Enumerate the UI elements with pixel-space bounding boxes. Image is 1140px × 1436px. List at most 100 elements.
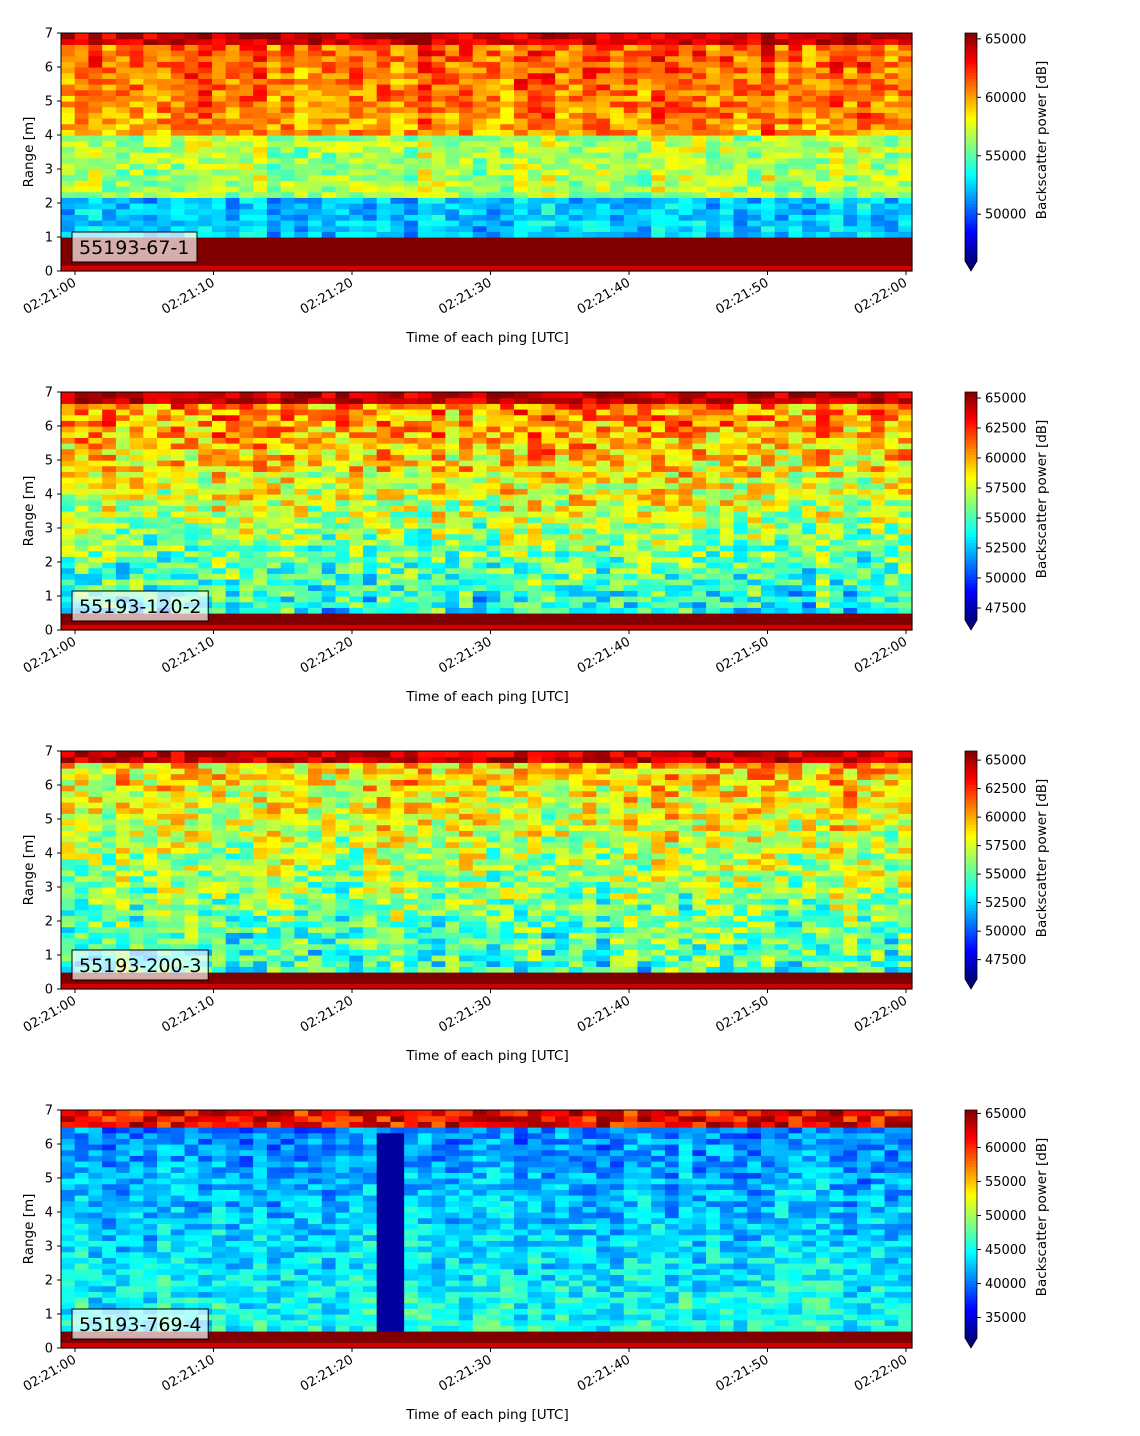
- heatmap-cell: [541, 33, 556, 40]
- heatmap-cell: [129, 482, 144, 489]
- heatmap-cell: [555, 465, 570, 472]
- heatmap-cell: [719, 522, 735, 529]
- heatmap-cell: [445, 123, 460, 130]
- heatmap-cell: [280, 516, 295, 523]
- heatmap-cell: [390, 397, 405, 404]
- heatmap-cell: [637, 426, 652, 433]
- sensor-label: 55193-67-1: [79, 237, 189, 259]
- heatmap-cell: [225, 129, 241, 136]
- heatmap-cell: [225, 477, 241, 484]
- heatmap-cell: [239, 33, 254, 40]
- heatmap-cell: [266, 95, 282, 102]
- heatmap-cell: [143, 208, 158, 215]
- heatmap-cell: [225, 573, 241, 580]
- heatmap-cell: [225, 562, 241, 569]
- heatmap-cell: [349, 443, 364, 450]
- heatmap-cell: [88, 556, 103, 563]
- heatmap-cell: [211, 482, 227, 489]
- heatmap-cell: [815, 242, 831, 249]
- heatmap-cell: [321, 89, 337, 96]
- heatmap-cell: [884, 197, 899, 204]
- heatmap-cell: [431, 197, 446, 204]
- heatmap-cell: [843, 129, 858, 136]
- heatmap-cell: [815, 135, 831, 142]
- heatmap-cell: [802, 220, 817, 227]
- heatmap-cell: [74, 579, 90, 586]
- heatmap-cell: [211, 163, 227, 170]
- heatmap-cell: [294, 516, 309, 523]
- heatmap-cell: [733, 191, 748, 198]
- heatmap-cell: [596, 259, 611, 266]
- heatmap-cell: [733, 129, 748, 136]
- heatmap-cell: [651, 482, 666, 489]
- heatmap-cell: [761, 61, 776, 68]
- heatmap-cell: [513, 248, 529, 255]
- heatmap-cell: [637, 573, 652, 580]
- heatmap-cell: [472, 67, 488, 74]
- heatmap-cell: [170, 392, 186, 399]
- heatmap-cell: [500, 112, 515, 119]
- heatmap-cell: [596, 129, 611, 136]
- heatmap-cell: [500, 44, 515, 51]
- heatmap-cell: [294, 392, 309, 399]
- heatmap-cell: [596, 414, 611, 421]
- heatmap-cell: [857, 254, 872, 261]
- heatmap-cell: [129, 460, 144, 467]
- heatmap-cell: [362, 613, 378, 620]
- heatmap-cell: [225, 556, 241, 563]
- heatmap-cell: [568, 465, 584, 472]
- heatmap-cell: [719, 101, 735, 108]
- heatmap-cell: [431, 33, 446, 40]
- heatmap-cell: [157, 426, 172, 433]
- heatmap-cell: [486, 448, 501, 455]
- heatmap-cell: [157, 437, 172, 444]
- heatmap-cell: [664, 624, 680, 631]
- heatmap-cell: [692, 146, 707, 153]
- heatmap-cell: [747, 214, 762, 221]
- heatmap-cell: [637, 67, 652, 74]
- heatmap-cell: [294, 265, 309, 272]
- heatmap-cell: [280, 443, 295, 450]
- heatmap-cell: [706, 471, 721, 478]
- heatmap-cell: [266, 265, 282, 272]
- heatmap-cell: [225, 163, 241, 170]
- heatmap-cell: [678, 220, 693, 227]
- heatmap-cell: [500, 78, 515, 85]
- heatmap-cell: [692, 414, 707, 421]
- heatmap-cell: [527, 254, 543, 261]
- heatmap-cell: [362, 101, 378, 108]
- heatmap-cell: [664, 169, 680, 176]
- heatmap-cell: [129, 214, 144, 221]
- heatmap-cell: [280, 448, 295, 455]
- heatmap-cell: [870, 163, 886, 170]
- heatmap-cell: [129, 409, 144, 416]
- heatmap-cell: [623, 191, 639, 198]
- heatmap-cell: [239, 140, 254, 147]
- heatmap-cell: [857, 129, 872, 136]
- heatmap-cell: [555, 562, 570, 569]
- heatmap-cell: [431, 231, 446, 238]
- heatmap-cell: [225, 601, 241, 608]
- heatmap-cell: [390, 477, 405, 484]
- heatmap-cell: [74, 89, 90, 96]
- heatmap-cell: [788, 545, 803, 552]
- heatmap-cell: [390, 505, 405, 512]
- heatmap-cell: [623, 135, 639, 142]
- heatmap-cell: [102, 414, 117, 421]
- heatmap-cell: [129, 38, 144, 45]
- heatmap-cell: [637, 607, 652, 614]
- heatmap-cell: [802, 214, 817, 221]
- heatmap-cell: [541, 460, 556, 467]
- heatmap-cell: [459, 397, 474, 404]
- heatmap-cell: [610, 72, 625, 79]
- heatmap-cell: [170, 186, 186, 193]
- heatmap-cell: [61, 562, 76, 569]
- heatmap-cell: [308, 197, 323, 204]
- heatmap-cell: [445, 231, 460, 238]
- heatmap-cell: [129, 129, 144, 136]
- heatmap-cell: [129, 157, 144, 164]
- heatmap-cell: [308, 443, 323, 450]
- heatmap-cell: [280, 197, 295, 204]
- heatmap-cell: [733, 579, 748, 586]
- heatmap-cell: [678, 409, 693, 416]
